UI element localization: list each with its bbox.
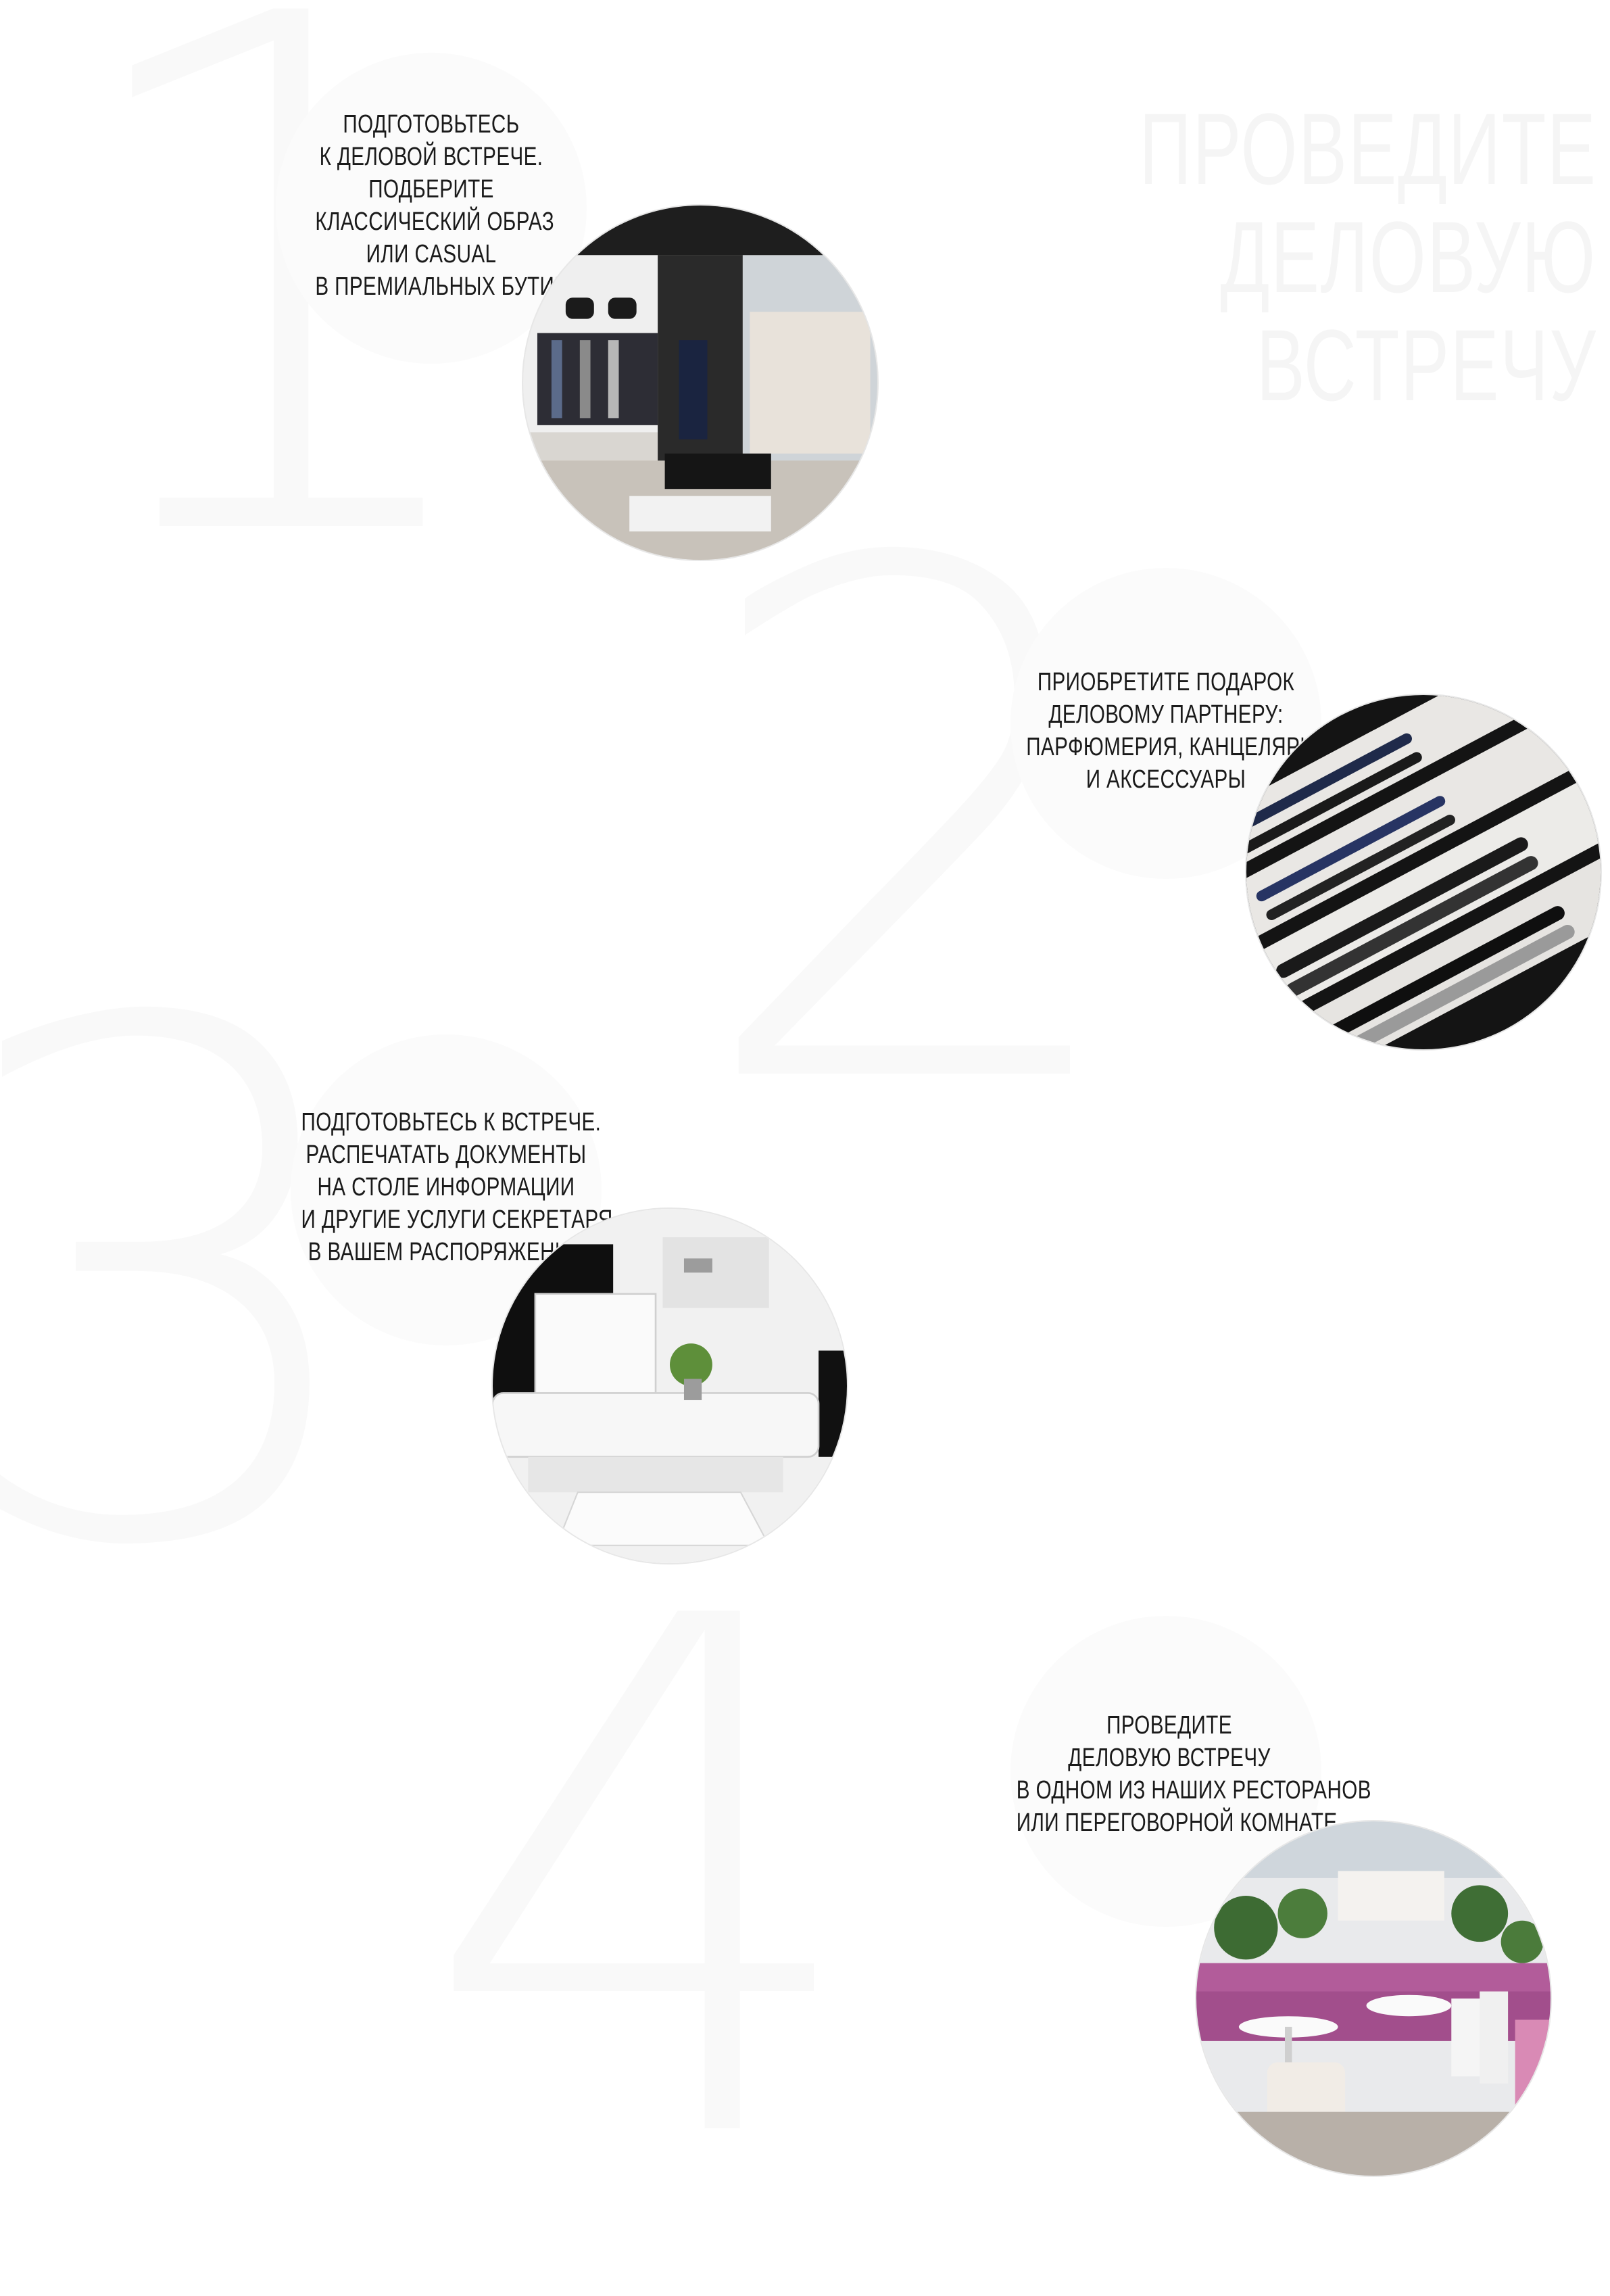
page-title-line-2: ДЕЛОВУЮ [1220,200,1596,314]
caption-halo [276,53,587,364]
caption-line: НА СТОЛЕ ИНФОРМАЦИИ [317,1173,575,1201]
caption-line: ПОДБЕРИТЕ [368,175,494,204]
page-title-line-3: ВСТРЕЧУ [1256,308,1596,422]
background-number-4: 4 [419,1469,871,2296]
caption-line: ИЛИ ПЕРЕГОВОРНОЙ КОМНАТЕ [1016,1809,1338,1837]
caption-line: К ДЕЛОВОЙ ВСТРЕЧЕ. [319,143,543,171]
caption-line: ИЛИ CASUAL [366,240,497,268]
caption-line: КЛАССИЧЕСКИЙ ОБРАЗ [315,208,555,236]
caption-line: ПОДГОТОВЬТЕСЬ К ВСТРЕЧЕ. [301,1108,602,1137]
caption-line: И ДРУГИЕ УСЛУГИ СЕКРЕТАРЯ [301,1205,613,1234]
caption-line: ДЕЛОВУЮ ВСТРЕЧУ [1068,1744,1271,1772]
caption-line: ПРОВЕДИТЕ [1106,1711,1232,1740]
step-2-caption: ПРИОБРЕТИТЕ ПОДАРОК ДЕЛОВОМУ ПАРТНЕРУ: П… [1026,666,1330,796]
caption-line: ПОДГОТОВЬТЕСЬ [343,110,520,139]
boutique-photo [522,204,879,561]
background-number-3: 3 [0,874,385,1701]
step-3-caption: ПОДГОТОВЬТЕСЬ К ВСТРЕЧЕ. РАСПЕЧАТАТЬ ДОК… [301,1106,613,1268]
caption-line: ДЕЛОВОМУ ПАРТНЕРУ: [1048,700,1284,729]
caption-line: В ВАШЕМ РАСПОРЯЖЕНИИ [308,1238,585,1266]
caption-line: РАСПЕЧАТАТЬ ДОКУМЕНТЫ [306,1141,587,1169]
caption-line: ПАРФЮМЕРИЯ, КАНЦЕЛЯРИЯ [1026,733,1330,761]
printer-photo [491,1207,848,1564]
restaurant-photo [1195,1820,1552,2177]
caption-line: ПРИОБРЕТИТЕ ПОДАРОК [1037,668,1295,696]
step-1-caption: ПОДГОТОВЬТЕСЬ К ДЕЛОВОЙ ВСТРЕЧЕ. ПОДБЕРИ… [315,108,594,303]
pens-photo [1245,694,1602,1051]
page-title-line-1: ПРОВЕДИТЕ [1138,92,1596,206]
step-4-caption: ПРОВЕДИТЕ ДЕЛОВУЮ ВСТРЕЧУ В ОДНОМ ИЗ НАШ… [1016,1709,1371,1839]
caption-line: В ПРЕМИАЛЬНЫХ БУТИКАХ [315,272,594,301]
caption-line: В ОДНОМ ИЗ НАШИХ РЕСТОРАНОВ [1016,1776,1371,1804]
caption-line: И АКСЕССУАРЫ [1085,765,1246,794]
